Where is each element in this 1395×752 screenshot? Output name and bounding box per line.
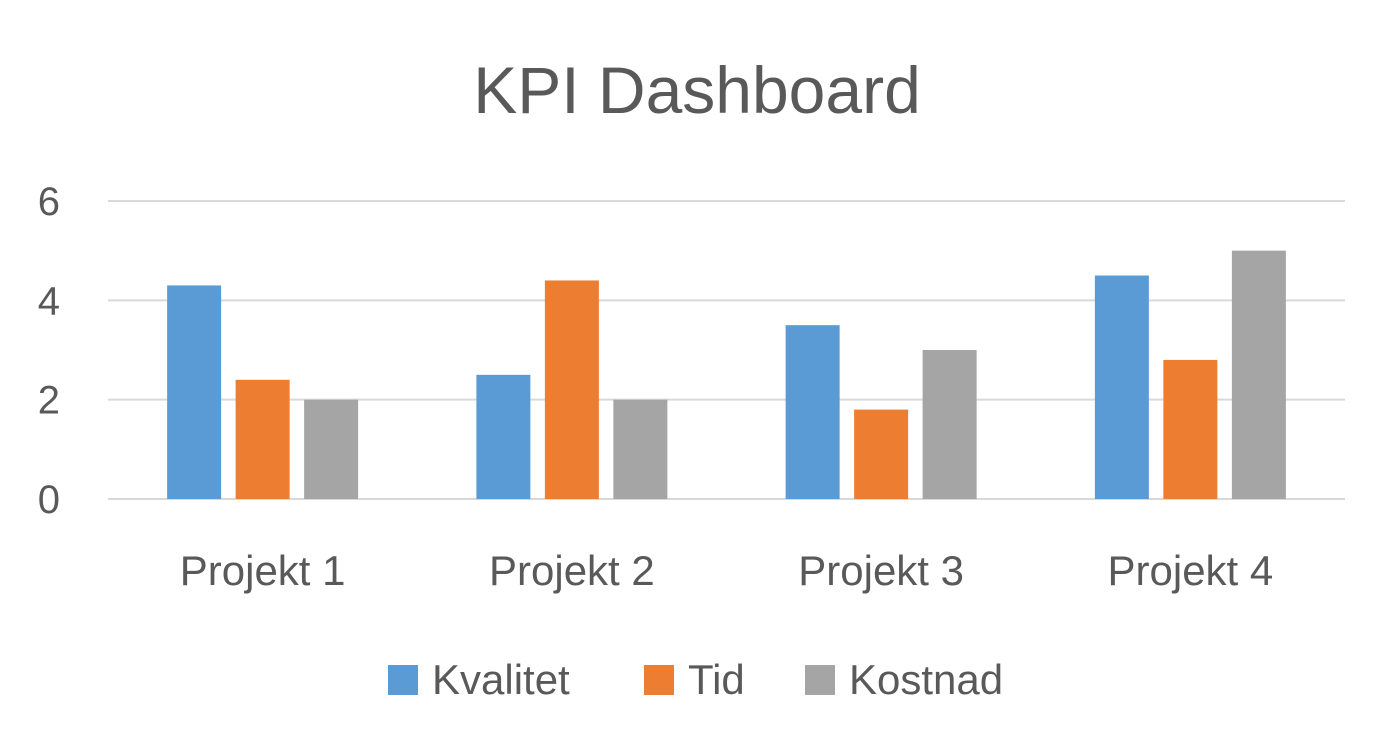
y-tick-label: 2 bbox=[38, 379, 60, 423]
chart-title: KPI Dashboard bbox=[473, 53, 921, 127]
bar-kvalitet-1 bbox=[167, 285, 222, 499]
legend-swatch-tid bbox=[644, 665, 674, 695]
bar-tid-4 bbox=[1163, 359, 1218, 499]
legend-swatch-kostnad bbox=[805, 665, 835, 695]
bar-kvalitet-2 bbox=[476, 374, 531, 499]
gridlines bbox=[108, 200, 1345, 500]
y-axis-ticks: 0 2 4 6 bbox=[38, 180, 60, 522]
x-tick-label: Projekt 1 bbox=[180, 547, 346, 594]
bar-kvalitet-4 bbox=[1094, 275, 1149, 499]
legend-swatch-kvalitet bbox=[388, 665, 418, 695]
y-tick-label: 4 bbox=[38, 279, 60, 323]
bar-kostnad-3 bbox=[922, 350, 977, 499]
legend-label-kvalitet: Kvalitet bbox=[432, 656, 570, 703]
legend: Kvalitet Tid Kostnad bbox=[388, 656, 1003, 703]
bar-tid-1 bbox=[235, 379, 290, 499]
bar-kostnad-2 bbox=[613, 399, 668, 499]
x-tick-label: Projekt 4 bbox=[1108, 547, 1274, 594]
bars bbox=[167, 250, 1286, 499]
y-tick-label: 6 bbox=[38, 180, 60, 224]
legend-label-tid: Tid bbox=[688, 656, 745, 703]
bar-tid-3 bbox=[854, 409, 909, 499]
bar-kvalitet-3 bbox=[785, 325, 840, 499]
y-tick-label: 0 bbox=[38, 478, 60, 522]
x-tick-label: Projekt 2 bbox=[489, 547, 655, 594]
legend-label-kostnad: Kostnad bbox=[849, 656, 1003, 703]
x-tick-label: Projekt 3 bbox=[798, 547, 964, 594]
x-axis-labels: Projekt 1 Projekt 2 Projekt 3 Projekt 4 bbox=[180, 547, 1274, 594]
bar-kostnad-4 bbox=[1231, 250, 1286, 499]
bar-tid-2 bbox=[544, 280, 599, 499]
bar-kostnad-1 bbox=[304, 399, 359, 499]
